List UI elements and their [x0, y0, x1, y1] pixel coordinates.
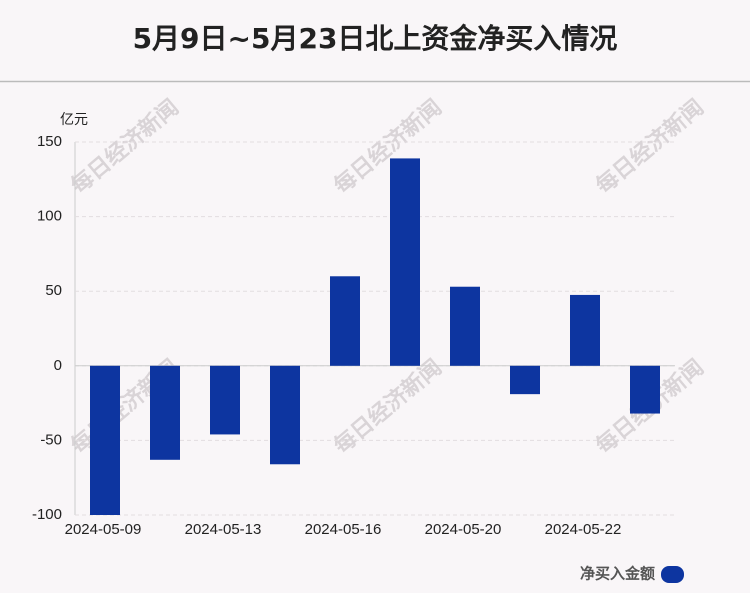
- x-tick-label: 2024-05-16: [305, 521, 382, 538]
- bar: [90, 365, 120, 515]
- bar: [270, 365, 300, 465]
- chart-title: 5月9日~5月23日北上资金净买入情况: [133, 22, 618, 55]
- bar: [510, 365, 540, 395]
- bar: [390, 158, 420, 366]
- bar: [210, 365, 240, 435]
- y-unit: 亿元: [60, 112, 88, 128]
- legend-label: 净买入金额: [580, 565, 655, 583]
- y-tick-label: 100: [37, 208, 62, 225]
- x-tick-label: 2024-05-20: [425, 521, 502, 538]
- bar: [630, 365, 660, 414]
- x-tick-label: 2024-05-13: [185, 521, 262, 538]
- bar: [150, 365, 180, 460]
- y-tick-label: 50: [45, 282, 62, 299]
- y-tick-label: 0: [54, 357, 62, 374]
- bar: [330, 276, 360, 366]
- x-tick-label: 2024-05-22: [545, 521, 622, 538]
- y-tick-label: 150: [37, 133, 62, 150]
- y-tick-label: -100: [32, 506, 62, 523]
- bar: [570, 294, 600, 366]
- x-tick-label: 2024-05-09: [65, 521, 142, 538]
- legend-swatch: [661, 566, 684, 583]
- y-tick-label: -50: [40, 431, 62, 448]
- bar: [450, 286, 480, 366]
